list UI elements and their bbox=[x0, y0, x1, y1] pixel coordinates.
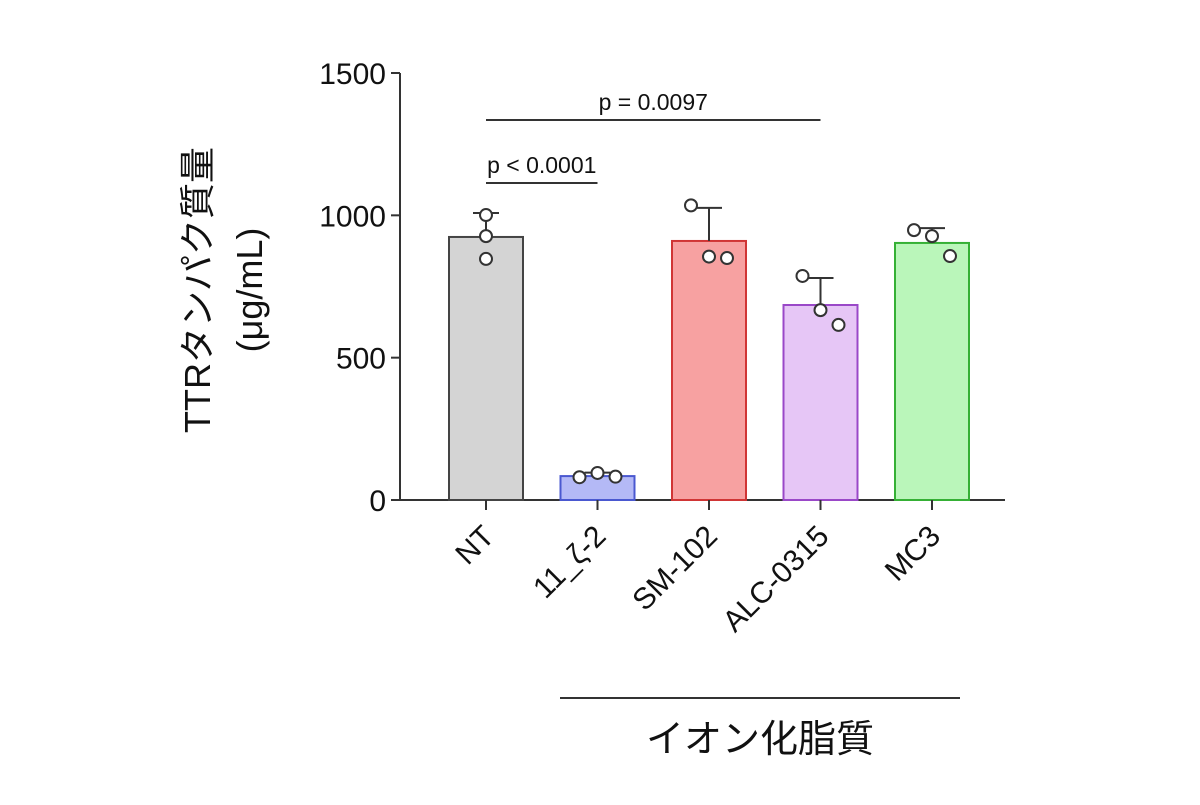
y-axis-label: TTRタンパク質量 bbox=[177, 147, 218, 433]
y-tick-label: 1500 bbox=[319, 58, 386, 91]
significance-label: p < 0.0001 bbox=[487, 152, 596, 178]
y-tick-label: 500 bbox=[336, 343, 386, 376]
bar bbox=[782, 304, 859, 501]
data-point bbox=[813, 303, 828, 318]
data-point bbox=[943, 249, 957, 264]
group-label: イオン化脂質 bbox=[646, 719, 874, 761]
data-point bbox=[907, 223, 921, 238]
data-point bbox=[572, 470, 587, 485]
bar bbox=[671, 239, 747, 501]
data-point bbox=[479, 208, 493, 223]
data-point bbox=[702, 249, 716, 264]
x-tick-label: SM-102 bbox=[626, 520, 724, 618]
y-axis-label: (μg/mL) bbox=[229, 228, 270, 353]
data-point bbox=[479, 229, 493, 244]
x-tick-label: NT bbox=[449, 520, 501, 572]
data-point bbox=[590, 465, 605, 480]
x-tick-label: 11_ζ-2 bbox=[527, 520, 612, 605]
y-tick-label: 1000 bbox=[319, 200, 386, 233]
bar bbox=[894, 241, 970, 501]
data-point bbox=[479, 251, 493, 266]
significance-label: p = 0.0097 bbox=[599, 89, 708, 115]
x-tick-label: ALC-0315 bbox=[717, 520, 836, 639]
x-tick-label: MC3 bbox=[879, 520, 947, 588]
data-point bbox=[608, 469, 623, 484]
bar bbox=[448, 235, 524, 502]
data-point bbox=[831, 317, 846, 332]
data-point bbox=[720, 251, 734, 266]
data-point bbox=[795, 268, 810, 283]
data-point bbox=[684, 198, 698, 213]
y-tick-label: 0 bbox=[369, 485, 386, 518]
data-point bbox=[925, 229, 939, 244]
